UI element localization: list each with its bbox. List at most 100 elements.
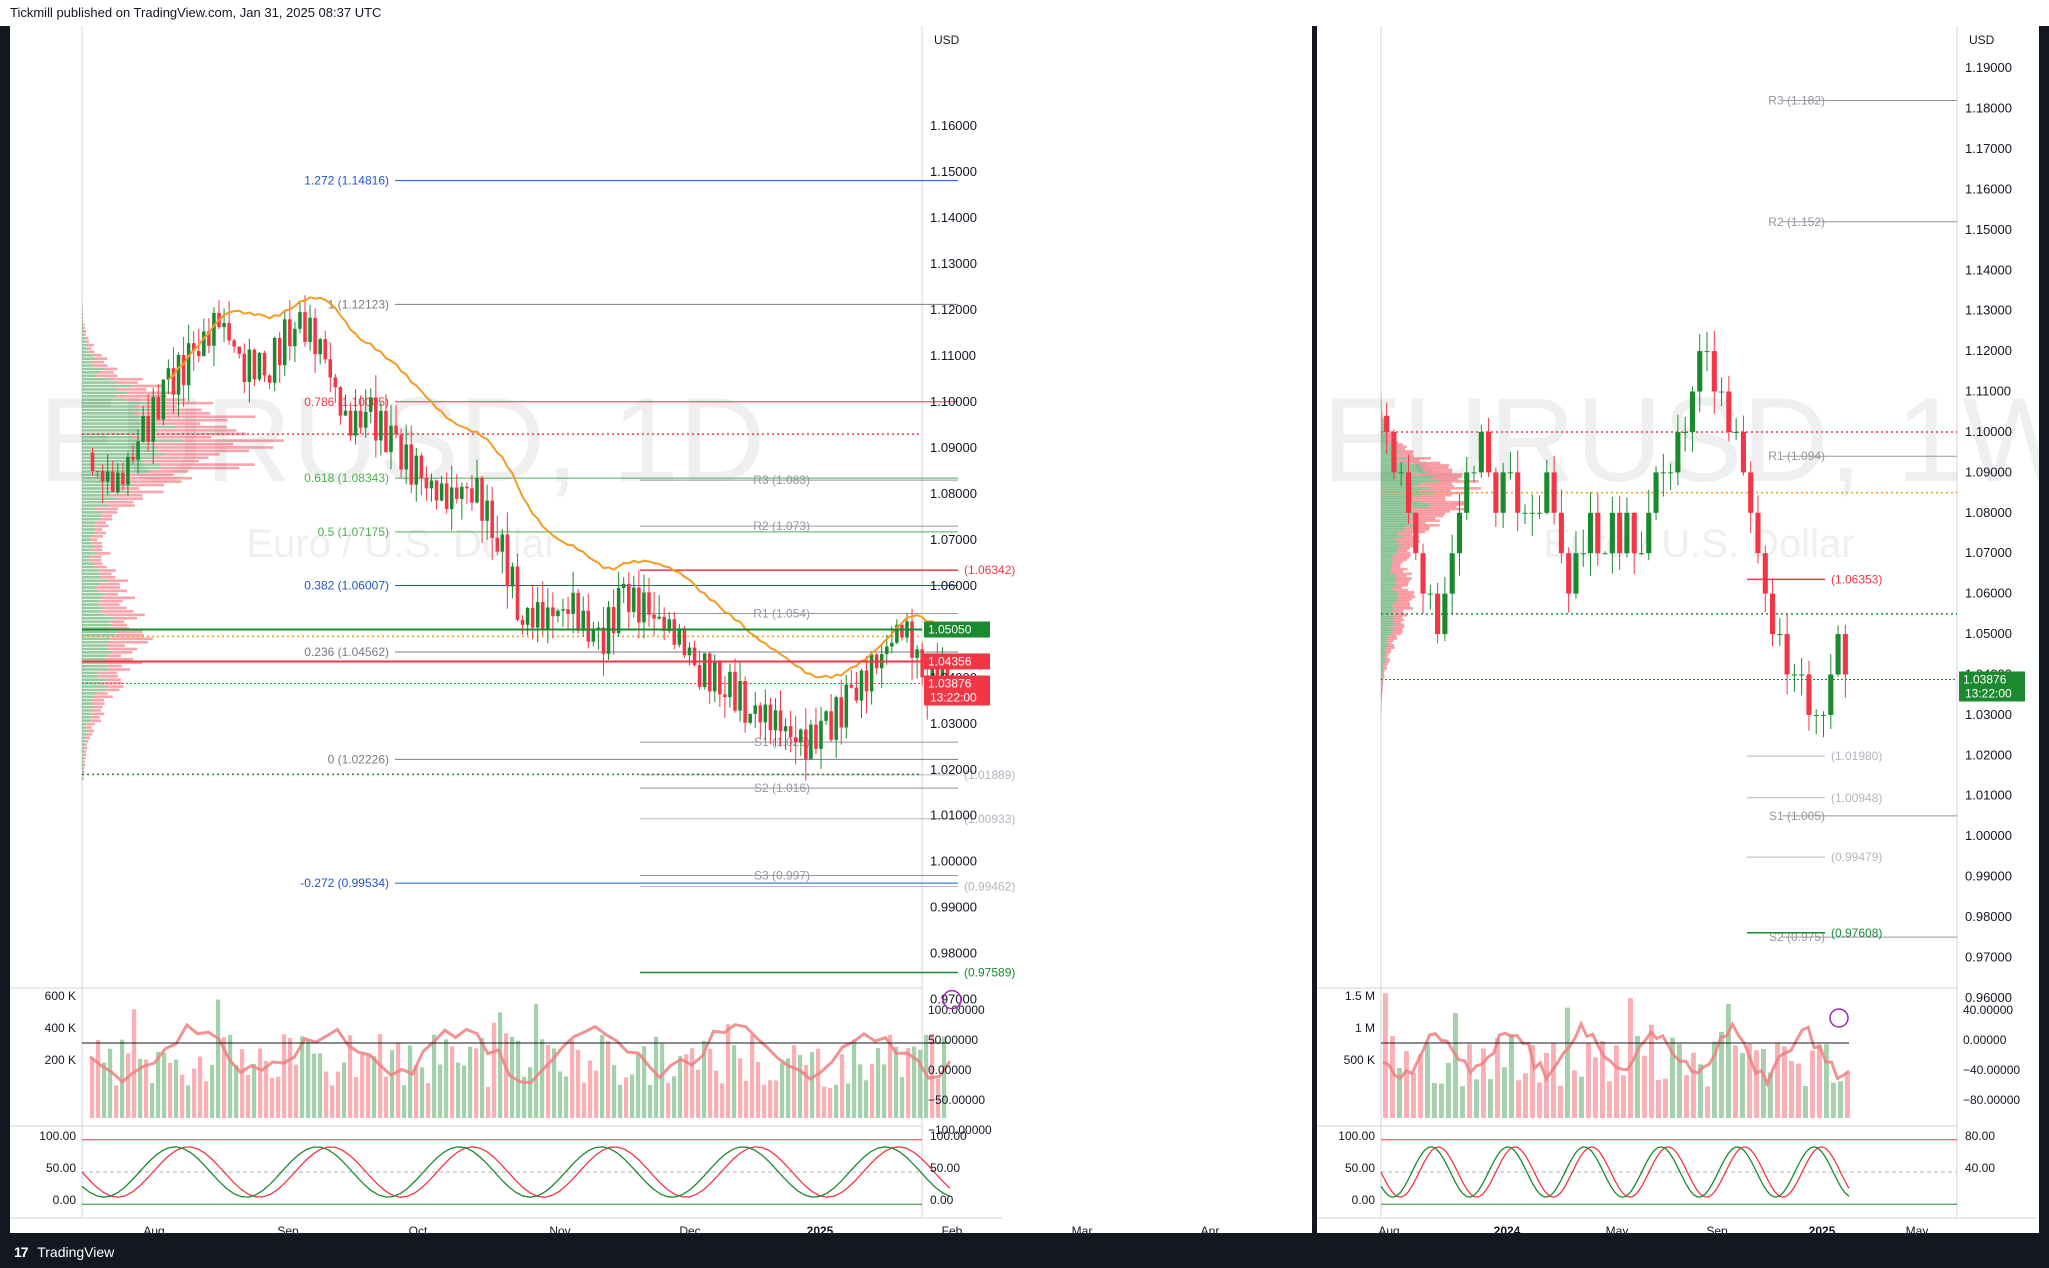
price-axis-tick-label: 1.11000: [1965, 384, 2011, 399]
volume-profile-bar-down: [112, 651, 133, 654]
volume-profile-bar-up: [82, 412, 134, 415]
volume-profile-bar-down: [144, 459, 200, 463]
volume-profile-bar-up: [82, 350, 89, 354]
volume-profile-bar-up: [82, 579, 108, 582]
candle-body: [141, 415, 145, 442]
candle-body: [839, 697, 844, 728]
volume-axis-label: 200 K: [45, 1053, 76, 1067]
price-axis-tick-label: 1.08000: [930, 486, 977, 501]
volume-profile-bar-up: [1381, 521, 1409, 525]
volume-bar: [1768, 1072, 1773, 1118]
volume-profile-bar-down: [1397, 595, 1416, 599]
volume-profile-bar-up: [1381, 604, 1392, 608]
volume-profile-bar-down: [109, 620, 125, 623]
candle-body: [272, 337, 277, 383]
volume-profile-bar-up: [1381, 657, 1386, 661]
volume-bar: [684, 1054, 689, 1118]
volume-profile-bar-down: [1397, 584, 1408, 587]
volume-profile-bar-up: [1381, 674, 1383, 677]
volume-bar: [444, 1039, 449, 1118]
candle-body: [1536, 512, 1543, 514]
volume-profile-bar-down: [91, 541, 102, 545]
price-axis-tick-label: 1.09000: [930, 440, 977, 455]
volume-profile-bar-up: [82, 558, 89, 562]
volume-profile-bar-down: [96, 374, 118, 378]
candle-body: [394, 425, 398, 435]
volume-bar: [534, 1004, 539, 1118]
volume-profile-bar-down: [94, 545, 103, 548]
candle-body: [1697, 351, 1703, 392]
volume-bar: [324, 1071, 329, 1118]
volume-profile-bar-up: [82, 511, 103, 514]
fib-level-label: 0.5 (1.07175): [318, 525, 389, 539]
volume-profile-bar-down: [1407, 498, 1446, 502]
pivot-level-label: R3 (1.083): [753, 473, 810, 487]
volume-profile-bar-up: [82, 634, 116, 637]
candle-body: [1682, 431, 1688, 433]
volume-profile-bar-down: [1395, 443, 1404, 446]
candle-body: [819, 720, 823, 749]
volume-bar: [1551, 1043, 1556, 1118]
volume-profile-bar-down: [1381, 685, 1383, 689]
volume-profile-bar-down: [109, 627, 130, 630]
volume-profile-bar-down: [108, 661, 143, 664]
volume-profile-bar-down: [1383, 664, 1387, 668]
lightning-icon: [1829, 1008, 1849, 1028]
volume-profile-bar-up: [82, 343, 89, 347]
volume-profile-bar-up: [82, 575, 101, 579]
volume-bar: [918, 1049, 923, 1118]
candle-body: [465, 486, 469, 489]
price-axis-tick-label: 1.15000: [1965, 222, 2012, 237]
volume-profile-bar-down: [1418, 512, 1446, 516]
volume-profile-bar-down: [1414, 517, 1436, 520]
volume-profile-bar-up: [82, 391, 128, 395]
volume-profile-bar-down: [119, 480, 182, 483]
volume-profile-bar-down: [134, 405, 177, 408]
volume-profile-bar-up: [1381, 620, 1393, 624]
volume-bar: [750, 1034, 755, 1118]
price-axis-tick-label: 1.07000: [930, 532, 977, 547]
volume-bar: [312, 1053, 317, 1118]
candle-body: [1631, 512, 1637, 554]
volume-profile-bar-up: [1381, 424, 1384, 428]
chart-panel-weekly[interactable]: EURUSD, 1W Euro / U.S. Dollar R3 (1.182) R2…: [1317, 26, 2039, 1233]
volume-bar: [1467, 1044, 1472, 1118]
candle-body: [1405, 472, 1412, 513]
volume-bar: [894, 1046, 899, 1118]
volume-profile-bar-up: [82, 596, 102, 600]
volume-profile-bar-down: [82, 319, 84, 323]
volume-profile-bar-up: [1381, 426, 1386, 430]
price-axis-tick-label: 1.18000: [1965, 101, 2012, 116]
volume-profile-bar-down: [1381, 694, 1383, 698]
volume-bar: [1495, 1038, 1500, 1118]
volume-profile-bar-up: [82, 381, 117, 384]
volume-profile-bar-up: [82, 606, 104, 610]
volume-bar: [594, 1070, 599, 1118]
candle-body: [632, 587, 636, 612]
volume-bar: [414, 1065, 419, 1118]
volume-bar: [648, 1084, 653, 1118]
cci-line: [89, 1022, 952, 1085]
candle-body: [328, 359, 333, 378]
volume-profile-bar-up: [1381, 487, 1431, 490]
volume-bar: [936, 1078, 941, 1118]
volume-profile-bar-down: [95, 357, 108, 360]
chart-panel-daily[interactable]: EURUSD, 1D Euro / U.S. Dollar 1.272 (1.148…: [10, 26, 1312, 1233]
volume-bar: [1838, 1081, 1843, 1118]
volume-profile-bar-down: [157, 429, 237, 432]
volume-bar: [432, 1034, 437, 1118]
volume-profile-bar-up: [82, 552, 97, 555]
price-axis-tick-label: 1.01000: [930, 808, 977, 823]
volume-profile-bar-down: [83, 770, 85, 774]
candle-body: [551, 607, 555, 617]
candle-body: [480, 477, 484, 521]
stochastic-axis-label-right: 80.00: [1965, 1129, 1995, 1143]
candle-body: [1799, 674, 1805, 676]
volume-profile-bar-down: [1390, 570, 1404, 573]
candle-body: [399, 434, 403, 470]
volume-profile-bar-down: [1407, 457, 1431, 460]
volume-bar: [1390, 1036, 1395, 1118]
candle-body: [773, 710, 778, 731]
